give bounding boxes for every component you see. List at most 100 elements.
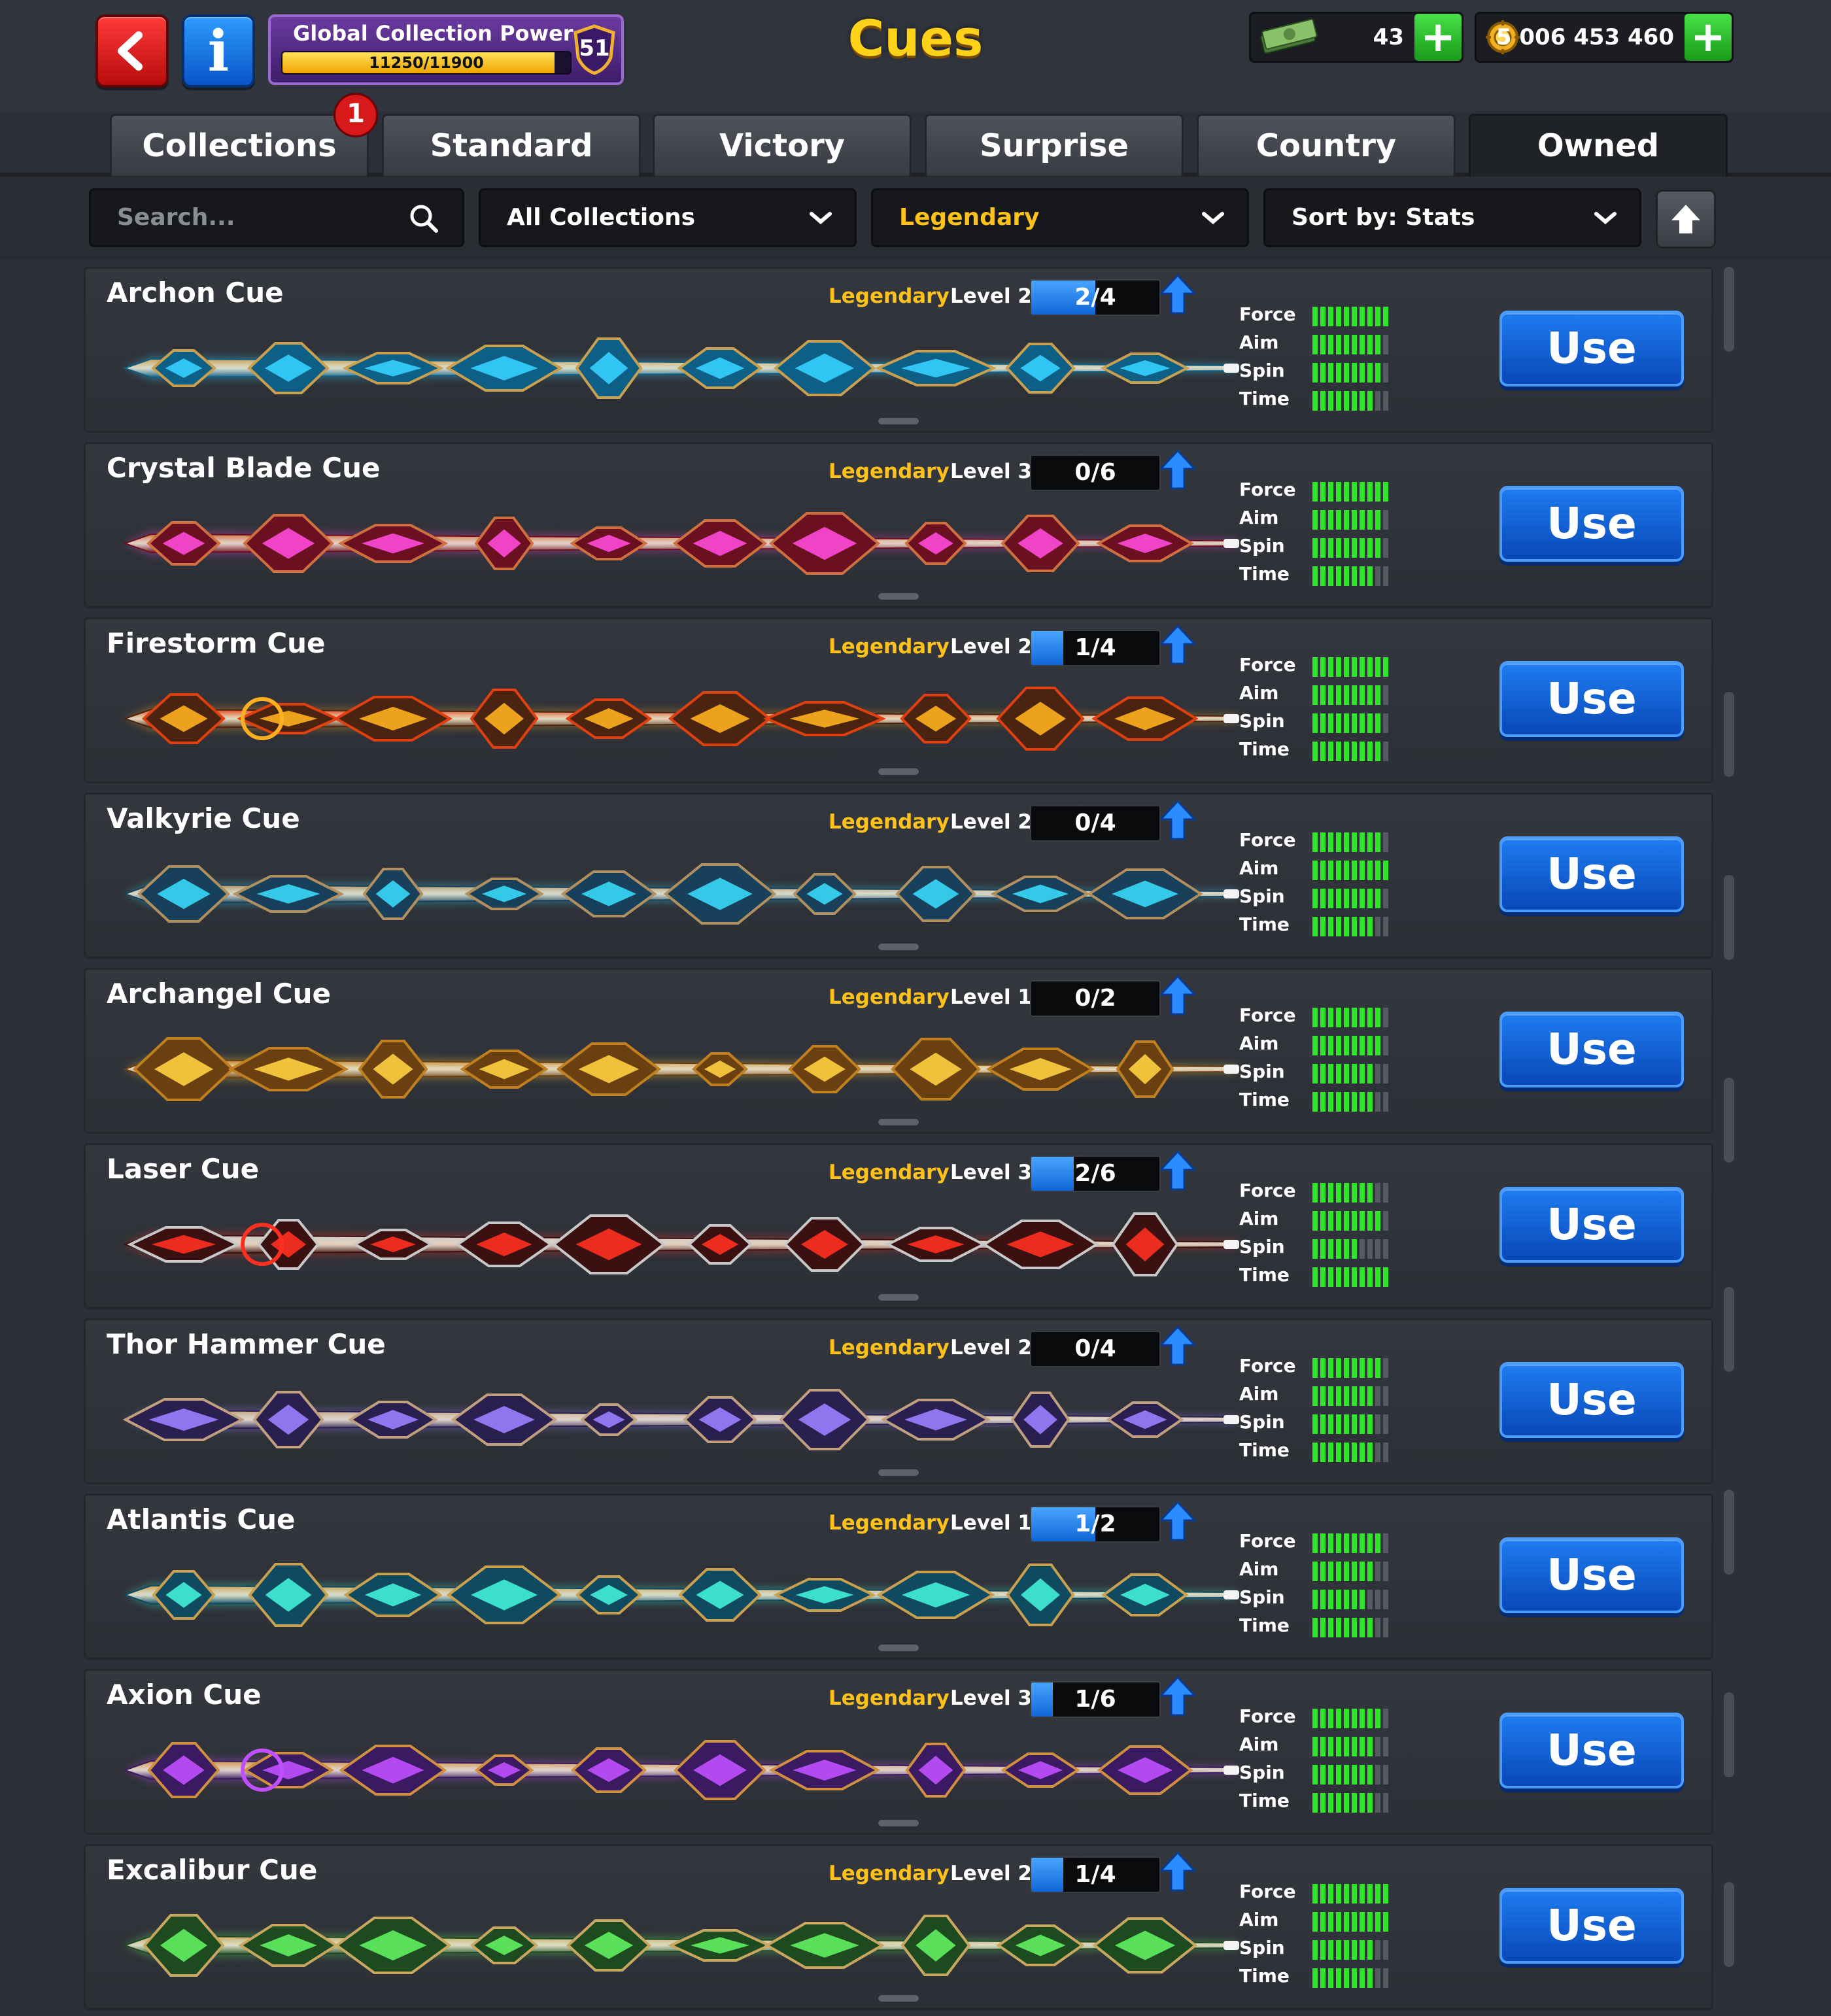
upgrade-progress-bar: 0/4 (1030, 1331, 1161, 1367)
expand-handle[interactable] (878, 1469, 919, 1476)
scrollbar-segment (1724, 1287, 1734, 1372)
stat-label: Spin (1239, 360, 1285, 381)
stat-segment (1312, 335, 1318, 354)
tabs-baseline (0, 173, 1831, 177)
expand-handle[interactable] (878, 944, 919, 950)
back-button[interactable] (95, 14, 169, 88)
cue-row[interactable]: Excalibur Cue Legendary Level 2 1/4 Forc… (84, 1844, 1713, 2010)
add-cash-button[interactable]: + (1414, 14, 1462, 61)
cue-row[interactable]: Atlantis Cue Legendary Level 1 1/2 Force… (84, 1494, 1713, 1660)
category-tabs: Collections Standard Victory Surprise Countr… (0, 111, 1831, 180)
cue-row[interactable]: Archon Cue Legendary Level 2 2/4 Force Ai… (84, 267, 1713, 433)
stat-segment (1367, 917, 1373, 936)
use-button[interactable]: Use (1499, 1888, 1684, 1964)
upgrade-arrow-icon[interactable] (1159, 1150, 1196, 1191)
stat-segment (1344, 1884, 1349, 1904)
use-button[interactable]: Use (1499, 661, 1684, 737)
stat-segment (1375, 391, 1380, 411)
upgrade-arrow-icon[interactable] (1159, 624, 1196, 665)
rarity-dropdown[interactable]: Legendary (871, 188, 1249, 247)
info-button[interactable]: i (182, 14, 255, 88)
use-button[interactable]: Use (1499, 1012, 1684, 1087)
upgrade-arrow-icon[interactable] (1159, 449, 1196, 490)
stat-segment (1312, 1092, 1318, 1112)
stat-segment (1336, 1562, 1341, 1581)
stat-label: Spin (1239, 535, 1285, 556)
stat-segment (1320, 566, 1326, 586)
stat-segment (1312, 1618, 1318, 1637)
sort-dropdown[interactable]: Sort by: Stats (1263, 188, 1641, 247)
page-title: Cues (847, 9, 984, 67)
cue-row[interactable]: Thor Hammer Cue Legendary Level 2 0/4 Fo… (84, 1318, 1713, 1484)
stat-segment (1344, 1737, 1349, 1756)
stat-segment (1367, 1884, 1373, 1904)
upgrade-arrow-icon[interactable] (1159, 975, 1196, 1016)
stat-segment (1383, 1036, 1388, 1055)
upgrade-arrow-icon[interactable] (1159, 1676, 1196, 1717)
expand-handle[interactable] (878, 768, 919, 775)
stat-segment (1383, 1239, 1388, 1259)
expand-handle[interactable] (878, 1820, 919, 1826)
stat-segment (1383, 917, 1388, 936)
cue-name: Archangel Cue (107, 978, 332, 1010)
stat-segment (1383, 510, 1388, 530)
expand-handle[interactable] (878, 1645, 919, 1651)
tab-standard[interactable]: Standard (382, 114, 641, 176)
stat-segment (1367, 1940, 1373, 1960)
stat-segment (1328, 1267, 1333, 1287)
stat-segment (1344, 1709, 1349, 1728)
sort-direction-button[interactable] (1656, 190, 1716, 248)
stat-segment (1344, 1036, 1349, 1055)
use-button[interactable]: Use (1499, 836, 1684, 912)
cue-image (122, 512, 1239, 575)
upgrade-arrow-icon[interactable] (1159, 274, 1196, 315)
stat-segment (1352, 1267, 1357, 1287)
cue-row[interactable]: Crystal Blade Cue Legendary Level 3 0/6 … (84, 442, 1713, 608)
cue-row[interactable]: Valkyrie Cue Legendary Level 2 0/4 Force… (84, 793, 1713, 959)
expand-handle[interactable] (878, 1995, 919, 2002)
cue-name: Firestorm Cue (107, 627, 326, 659)
collection-dropdown[interactable]: All Collections (479, 188, 857, 247)
expand-handle[interactable] (878, 418, 919, 424)
tab-country[interactable]: Country (1197, 114, 1456, 176)
use-button[interactable]: Use (1499, 486, 1684, 562)
cue-row[interactable]: Archangel Cue Legendary Level 1 0/2 Forc… (84, 968, 1713, 1134)
expand-handle[interactable] (878, 1294, 919, 1301)
stat-segment (1336, 1064, 1341, 1084)
use-button[interactable]: Use (1499, 1187, 1684, 1263)
list-scrollbar[interactable] (1724, 267, 1734, 2006)
use-button[interactable]: Use (1499, 1362, 1684, 1438)
tab-owned[interactable]: Owned (1469, 114, 1728, 180)
cue-row[interactable]: Laser Cue Legendary Level 3 2/6 Force Aim… (84, 1143, 1713, 1309)
upgrade-arrow-icon[interactable] (1159, 1851, 1196, 1892)
scrollbar-segment (1724, 692, 1734, 777)
expand-handle[interactable] (878, 1119, 919, 1125)
use-button[interactable]: Use (1499, 311, 1684, 386)
stat-segment (1367, 538, 1373, 558)
upgrade-progress-text: 1/6 (1074, 1686, 1116, 1713)
tab-collections[interactable]: Collections (110, 114, 369, 176)
use-button[interactable]: Use (1499, 1537, 1684, 1613)
tab-victory[interactable]: Victory (653, 114, 912, 176)
add-coins-button[interactable]: + (1685, 14, 1732, 61)
cue-row[interactable]: Axion Cue Legendary Level 3 1/6 Force Aim… (84, 1669, 1713, 1835)
stat-segment (1383, 363, 1388, 383)
stat-force: Force (1239, 1703, 1448, 1730)
tab-surprise[interactable]: Surprise (925, 114, 1184, 176)
stat-segment (1360, 1443, 1365, 1462)
use-button[interactable]: Use (1499, 1713, 1684, 1788)
upgrade-arrow-icon[interactable] (1159, 1501, 1196, 1541)
stat-segment (1352, 742, 1357, 761)
cue-row[interactable]: Firestorm Cue Legendary Level 2 1/4 Forc… (84, 617, 1713, 783)
upgrade-arrow-icon[interactable] (1159, 800, 1196, 840)
stat-segment (1375, 832, 1380, 852)
expand-handle[interactable] (878, 593, 919, 600)
stat-bar (1312, 1562, 1388, 1581)
stat-segment (1336, 1036, 1341, 1055)
global-collection-power[interactable]: Global Collection Power 11250/11900 51 (268, 14, 624, 85)
stat-segment (1375, 538, 1380, 558)
upgrade-arrow-icon[interactable] (1159, 1325, 1196, 1366)
stat-segment (1383, 391, 1388, 411)
stat-segment (1320, 1590, 1326, 1609)
search-input[interactable]: Search... (89, 188, 464, 247)
